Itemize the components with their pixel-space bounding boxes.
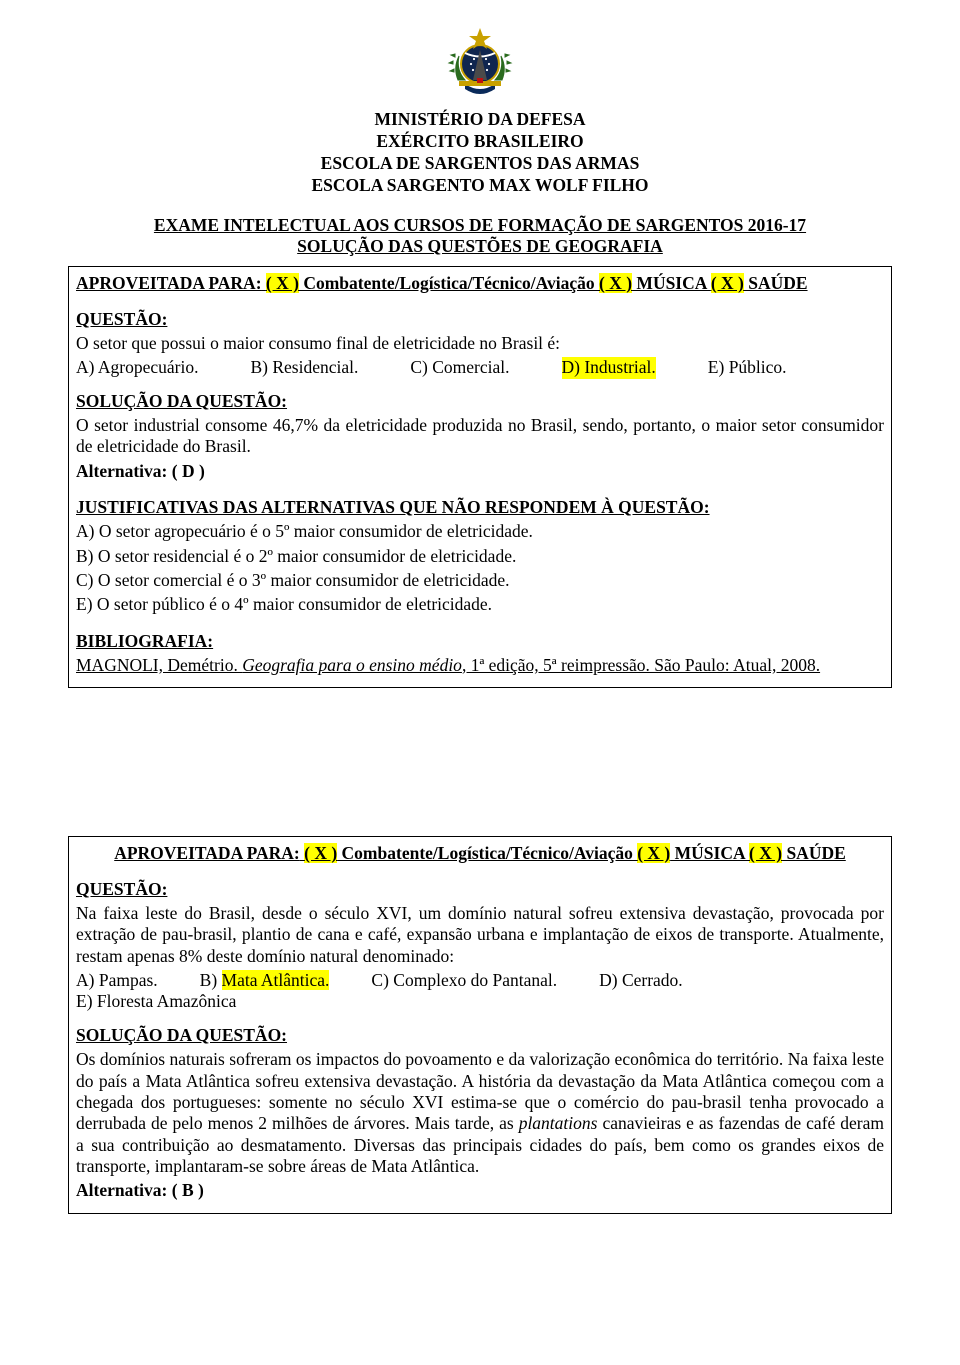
text-musica-2: MÚSICA bbox=[670, 843, 749, 863]
q1-opt-e: E) Público. bbox=[708, 357, 787, 378]
q2-options: A) Pampas. B) Mata Atlântica. C) Complex… bbox=[76, 970, 884, 1013]
mark-saude-2: ( X ) bbox=[749, 843, 782, 863]
bib-author: MAGNOLI, Demétrio. bbox=[76, 655, 242, 675]
questao-label-2: QUESTÃO: bbox=[76, 879, 167, 899]
question-box-1: APROVEITADA PARA: ( X ) Combatente/Logís… bbox=[68, 266, 892, 688]
q2-opt-d: D) Cerrado. bbox=[599, 970, 683, 991]
q1-just-a: A) O setor agropecuário é o 5º maior con… bbox=[76, 521, 884, 542]
q2-prompt: Na faixa leste do Brasil, desde o século… bbox=[76, 903, 884, 967]
q1-bib: MAGNOLI, Demétrio. Geografia para o ensi… bbox=[76, 655, 884, 676]
q1-just-c: C) O setor comercial é o 3º maior consum… bbox=[76, 570, 884, 591]
text-combat: Combatente/Logística/Técnico/Aviação bbox=[299, 273, 599, 293]
just-label: JUSTIFICATIVAS DAS ALTERNATIVAS QUE NÃO … bbox=[76, 497, 710, 517]
q1-alternativa: Alternativa: ( D ) bbox=[76, 461, 205, 481]
q2-opt-c: C) Complexo do Pantanal. bbox=[371, 970, 557, 991]
q1-prompt: O setor que possui o maior consumo final… bbox=[76, 333, 884, 354]
q2-solucao: Os domínios naturais sofreram os impacto… bbox=[76, 1049, 884, 1177]
text-musica: MÚSICA bbox=[632, 273, 711, 293]
mark-saude: ( X ) bbox=[711, 273, 744, 293]
exam-line-1: EXAME INTELECTUAL AOS CURSOS DE FORMAÇÃO… bbox=[68, 215, 892, 237]
header-line-4: ESCOLA SARGENTO MAX WOLF FILHO bbox=[68, 175, 892, 197]
q2-alternativa: Alternativa: ( B ) bbox=[76, 1180, 204, 1200]
aproveitada-label: APROVEITADA PARA: bbox=[76, 273, 262, 293]
header-line-1: MINISTÉRIO DA DEFESA bbox=[68, 109, 892, 131]
header-line-2: EXÉRCITO BRASILEIRO bbox=[68, 131, 892, 153]
q1-opt-d: D) Industrial. bbox=[562, 357, 656, 378]
crest-icon bbox=[435, 22, 525, 102]
questao-label: QUESTÃO: bbox=[76, 309, 167, 329]
mark-combat: ( X ) bbox=[266, 273, 299, 293]
aproveitada-line: APROVEITADA PARA: ( X ) Combatente/Logís… bbox=[76, 273, 884, 294]
q1-solucao: O setor industrial consome 46,7% da elet… bbox=[76, 415, 884, 458]
mark-musica-2: ( X ) bbox=[637, 843, 670, 863]
bib-label: BIBLIOGRAFIA: bbox=[76, 631, 213, 651]
q2-opt-b: B) Mata Atlântica. bbox=[200, 970, 330, 991]
exam-title: EXAME INTELECTUAL AOS CURSOS DE FORMAÇÃO… bbox=[68, 215, 892, 259]
q1-options: A) Agropecuário. B) Residencial. C) Come… bbox=[76, 357, 884, 378]
page: MINISTÉRIO DA DEFESA EXÉRCITO BRASILEIRO… bbox=[0, 0, 960, 1365]
bib-rest: , 1ª edição, 5ª reimpressão. São Paulo: … bbox=[462, 655, 820, 675]
text-combat-2: Combatente/Logística/Técnico/Aviação bbox=[337, 843, 637, 863]
text-saude: SAÚDE bbox=[744, 273, 808, 293]
q2-opt-e: E) Floresta Amazônica bbox=[76, 991, 236, 1012]
text-saude-2: SAÚDE bbox=[782, 843, 846, 863]
mark-combat-2: ( X ) bbox=[304, 843, 337, 863]
q1-opt-a: A) Agropecuário. bbox=[76, 357, 198, 378]
exam-line-2: SOLUÇÃO DAS QUESTÕES DE GEOGRAFIA bbox=[68, 236, 892, 258]
question-box-2: APROVEITADA PARA: ( X ) Combatente/Logís… bbox=[68, 836, 892, 1213]
q1-just-e: E) O setor público é o 4º maior consumid… bbox=[76, 594, 884, 615]
coat-of-arms bbox=[68, 22, 892, 107]
solucao-label: SOLUÇÃO DA QUESTÃO: bbox=[76, 391, 287, 411]
header-line-3: ESCOLA DE SARGENTOS DAS ARMAS bbox=[68, 153, 892, 175]
solucao-label-2: SOLUÇÃO DA QUESTÃO: bbox=[76, 1025, 287, 1045]
q2-opt-a: A) Pampas. bbox=[76, 970, 158, 991]
header-block: MINISTÉRIO DA DEFESA EXÉRCITO BRASILEIRO… bbox=[68, 109, 892, 197]
mark-musica: ( X ) bbox=[599, 273, 632, 293]
bib-title: Geografia para o ensino médio bbox=[242, 655, 462, 675]
aproveitada-label-2: APROVEITADA PARA: bbox=[114, 843, 300, 863]
q1-opt-c: C) Comercial. bbox=[410, 357, 509, 378]
q1-just-b: B) O setor residencial é o 2º maior cons… bbox=[76, 546, 884, 567]
q1-opt-b: B) Residencial. bbox=[250, 357, 358, 378]
aproveitada-line-2: APROVEITADA PARA: ( X ) Combatente/Logís… bbox=[76, 843, 884, 864]
